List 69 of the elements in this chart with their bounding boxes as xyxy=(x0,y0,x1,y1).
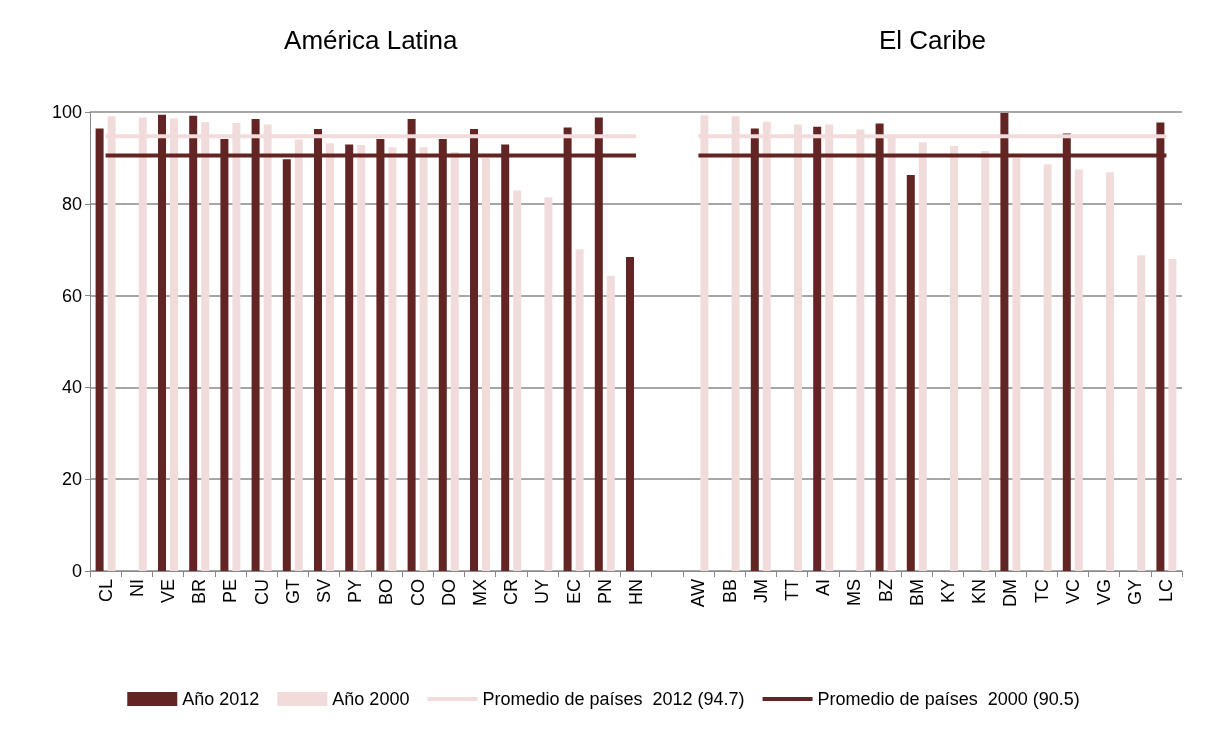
x-tick-label: NI xyxy=(126,579,147,597)
bar xyxy=(544,197,553,571)
legend-label: Año 2000 xyxy=(332,689,410,709)
text: América Latina xyxy=(284,25,459,55)
x-tick-label: DO xyxy=(438,579,459,606)
x-tick-label: BB xyxy=(719,579,740,604)
x-tick-label: TT xyxy=(782,579,802,601)
bar xyxy=(1137,255,1146,571)
x-tick-label: CR xyxy=(501,579,522,605)
legend-label: Promedio de países 2012 (94.7) xyxy=(482,689,745,709)
bar xyxy=(95,128,104,571)
x-tick-label: VE xyxy=(158,579,178,604)
x-tick-label: VG xyxy=(1094,579,1114,606)
bar xyxy=(1106,172,1114,571)
x-tick-label: GY xyxy=(1125,579,1146,606)
x-tick-label: SV xyxy=(314,579,334,604)
x-tick-label: CL xyxy=(95,579,116,603)
bar xyxy=(950,145,958,571)
y-tick-label: 80 xyxy=(61,193,82,214)
bar xyxy=(981,151,990,571)
y-tick-label: 100 xyxy=(51,102,82,122)
bar xyxy=(450,151,459,571)
bar xyxy=(1043,164,1052,571)
x-tick-label: LC xyxy=(1156,579,1177,603)
x-tick-label: PY xyxy=(345,579,366,604)
x-tick-label: UY xyxy=(532,579,553,605)
x-tick-label: CU xyxy=(251,579,272,605)
x-tick-label: TC xyxy=(1031,579,1052,603)
bar xyxy=(1168,258,1177,571)
x-tick-label: BO xyxy=(376,579,397,606)
x-tick-label: MS xyxy=(844,579,865,606)
bar xyxy=(1074,169,1083,571)
x-tick-label: JM xyxy=(750,579,771,603)
bar xyxy=(326,143,334,571)
x-tick-label: PE xyxy=(220,579,241,604)
bar xyxy=(1012,157,1021,571)
x-tick-label: BR xyxy=(189,579,210,605)
x-tick-label: HN xyxy=(626,579,646,605)
x-tick-label: BZ xyxy=(875,579,896,603)
x-tick-label: VC xyxy=(1062,579,1083,605)
y-tick-label: 0 xyxy=(71,561,82,581)
x-tick-label: GT xyxy=(282,579,303,604)
x-tick-label: KY xyxy=(938,579,958,604)
x-tick-label: MX xyxy=(470,579,490,606)
bar xyxy=(606,275,615,571)
y-tick-label: 60 xyxy=(61,285,82,306)
x-tick-label: DM xyxy=(1000,579,1021,607)
bar xyxy=(388,147,397,571)
bar xyxy=(357,145,366,571)
text: El Caribe xyxy=(878,25,986,55)
x-tick-label: EC xyxy=(563,579,584,605)
bar xyxy=(513,190,522,571)
bar xyxy=(626,257,634,571)
bar xyxy=(419,147,428,571)
x-tick-label: PN xyxy=(594,579,615,605)
legend-label: Promedio de países 2000 (90.5) xyxy=(817,689,1080,709)
x-tick-label: CO xyxy=(407,579,428,606)
y-tick-label: 40 xyxy=(61,377,82,398)
bar xyxy=(918,142,927,571)
x-tick-label: KN xyxy=(969,579,990,605)
bar xyxy=(575,249,584,571)
x-tick-label: AW xyxy=(688,578,709,608)
x-tick-label: BM xyxy=(906,579,927,606)
bar xyxy=(294,139,303,571)
y-tick-label: 20 xyxy=(61,469,82,490)
bar xyxy=(906,174,915,571)
legend-label: Año 2012 xyxy=(182,689,260,709)
bar xyxy=(482,157,490,571)
x-tick-label: AI xyxy=(813,579,834,597)
